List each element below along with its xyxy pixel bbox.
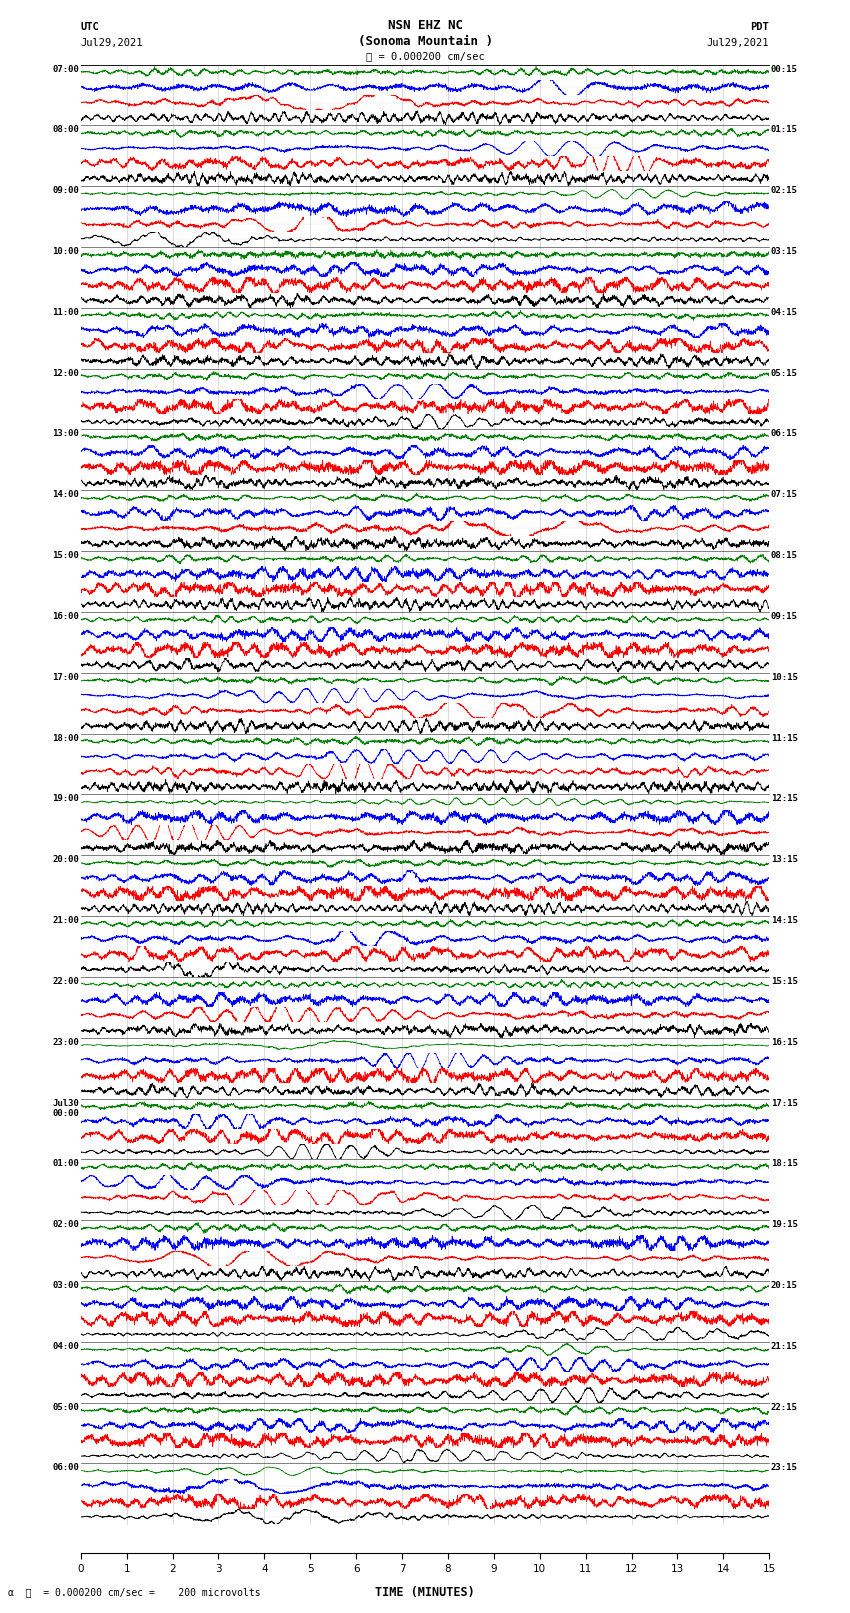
Text: Jul30
00:00: Jul30 00:00 [52, 1098, 79, 1118]
Text: 02:00: 02:00 [52, 1219, 79, 1229]
Text: 20:15: 20:15 [771, 1281, 798, 1290]
Text: PDT: PDT [751, 23, 769, 32]
Text: 06:00: 06:00 [52, 1463, 79, 1473]
Text: 19:15: 19:15 [771, 1219, 798, 1229]
Text: 02:15: 02:15 [771, 185, 798, 195]
Text: Jul29,2021: Jul29,2021 [81, 39, 144, 48]
Text: 04:00: 04:00 [52, 1342, 79, 1350]
Text: 07:00: 07:00 [52, 65, 79, 74]
Text: 21:15: 21:15 [771, 1342, 798, 1350]
Text: 14:00: 14:00 [52, 490, 79, 500]
Text: 00:15: 00:15 [771, 65, 798, 74]
Text: 10:00: 10:00 [52, 247, 79, 256]
Text: 12:15: 12:15 [771, 795, 798, 803]
Text: 03:15: 03:15 [771, 247, 798, 256]
Text: 05:15: 05:15 [771, 369, 798, 377]
Text: 23:15: 23:15 [771, 1463, 798, 1473]
Text: 14:15: 14:15 [771, 916, 798, 924]
Text: 18:15: 18:15 [771, 1160, 798, 1168]
Text: 22:00: 22:00 [52, 977, 79, 986]
Text: 17:15: 17:15 [771, 1098, 798, 1108]
Text: 03:00: 03:00 [52, 1281, 79, 1290]
Text: 22:15: 22:15 [771, 1403, 798, 1411]
Text: TIME (MINUTES): TIME (MINUTES) [375, 1586, 475, 1598]
Text: 08:00: 08:00 [52, 126, 79, 134]
Text: Jul29,2021: Jul29,2021 [706, 39, 769, 48]
Text: 01:00: 01:00 [52, 1160, 79, 1168]
Text: 13:00: 13:00 [52, 429, 79, 439]
Text: UTC: UTC [81, 23, 99, 32]
Text: 15:00: 15:00 [52, 552, 79, 560]
Text: 01:15: 01:15 [771, 126, 798, 134]
Text: 13:15: 13:15 [771, 855, 798, 865]
Text: 06:15: 06:15 [771, 429, 798, 439]
Text: 15:15: 15:15 [771, 977, 798, 986]
Text: 05:00: 05:00 [52, 1403, 79, 1411]
Text: (Sonoma Mountain ): (Sonoma Mountain ) [358, 35, 492, 48]
Text: 07:15: 07:15 [771, 490, 798, 500]
Text: 09:15: 09:15 [771, 611, 798, 621]
Text: 19:00: 19:00 [52, 795, 79, 803]
Text: 12:00: 12:00 [52, 369, 79, 377]
Text: 04:15: 04:15 [771, 308, 798, 316]
Text: 16:15: 16:15 [771, 1037, 798, 1047]
Text: ⏐ = 0.000200 cm/sec: ⏐ = 0.000200 cm/sec [366, 52, 484, 61]
Text: 18:00: 18:00 [52, 734, 79, 742]
Text: 23:00: 23:00 [52, 1037, 79, 1047]
Text: α  ⏐  = 0.000200 cm/sec =    200 microvolts: α ⏐ = 0.000200 cm/sec = 200 microvolts [8, 1587, 261, 1597]
Text: 16:00: 16:00 [52, 611, 79, 621]
Text: 10:15: 10:15 [771, 673, 798, 682]
Text: 11:15: 11:15 [771, 734, 798, 742]
Text: 11:00: 11:00 [52, 308, 79, 316]
Text: 21:00: 21:00 [52, 916, 79, 924]
Text: 20:00: 20:00 [52, 855, 79, 865]
Text: 09:00: 09:00 [52, 185, 79, 195]
Text: 08:15: 08:15 [771, 552, 798, 560]
Text: NSN EHZ NC: NSN EHZ NC [388, 19, 462, 32]
Text: 17:00: 17:00 [52, 673, 79, 682]
